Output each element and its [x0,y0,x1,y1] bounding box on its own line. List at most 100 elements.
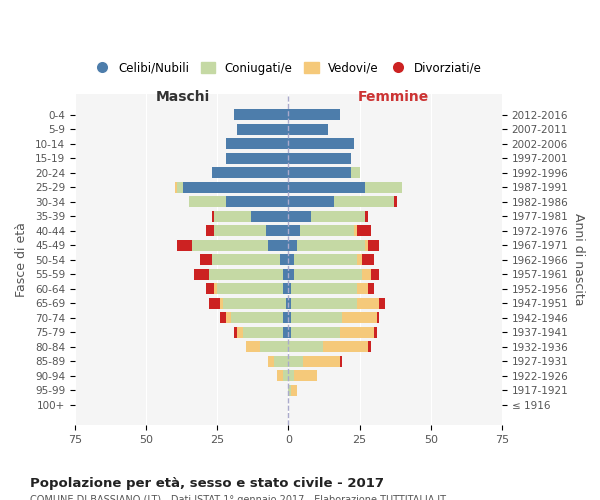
Bar [280,254,289,265]
Bar [289,370,294,381]
Bar [289,124,328,134]
Bar [260,342,289,352]
Bar [274,356,289,366]
Bar [220,312,226,323]
Bar [226,312,232,323]
Text: Femmine: Femmine [358,90,430,104]
Bar [183,182,289,192]
Bar [268,356,274,366]
Bar [217,284,283,294]
Legend: Celibi/Nubili, Coniugati/e, Vedovi/e, Divorziati/e: Celibi/Nubili, Coniugati/e, Vedovi/e, Di… [90,57,487,80]
Bar [289,138,354,149]
Bar [214,211,251,222]
Bar [365,182,402,192]
Bar [365,211,368,222]
Bar [291,298,357,308]
Text: Popolazione per età, sesso e stato civile - 2017: Popolazione per età, sesso e stato civil… [30,478,384,490]
Bar [283,327,289,338]
Bar [323,342,368,352]
Bar [334,196,394,207]
Bar [289,298,291,308]
Bar [251,211,289,222]
Bar [362,269,371,280]
Bar [289,327,291,338]
Bar [357,226,371,236]
Bar [212,211,214,222]
Bar [371,269,379,280]
Bar [283,312,289,323]
Bar [289,167,351,178]
Bar [351,167,359,178]
Bar [235,109,289,120]
Bar [220,298,223,308]
Bar [286,298,289,308]
Bar [206,284,214,294]
Bar [291,284,357,294]
Bar [191,240,268,250]
Bar [209,298,220,308]
Bar [357,284,368,294]
Bar [297,240,365,250]
Bar [189,196,226,207]
Bar [368,284,374,294]
Bar [232,312,283,323]
Bar [365,240,368,250]
Bar [226,138,289,149]
Bar [266,226,289,236]
Bar [368,240,379,250]
Bar [291,312,343,323]
Bar [289,109,340,120]
Bar [209,269,283,280]
Bar [289,196,334,207]
Bar [289,385,291,396]
Bar [289,182,365,192]
Bar [226,196,289,207]
Bar [223,298,286,308]
Y-axis label: Anni di nascita: Anni di nascita [572,214,585,306]
Bar [289,211,311,222]
Bar [340,356,343,366]
Bar [291,327,340,338]
Bar [374,327,377,338]
Bar [283,284,289,294]
Bar [289,254,294,265]
Bar [268,240,289,250]
Bar [294,370,317,381]
Bar [226,152,289,164]
Bar [178,240,191,250]
Bar [343,312,377,323]
Bar [289,284,291,294]
Bar [340,327,374,338]
Bar [206,226,214,236]
Bar [289,312,291,323]
Bar [354,226,357,236]
Bar [377,312,379,323]
Bar [178,182,183,192]
Bar [237,124,289,134]
Bar [289,152,351,164]
Bar [294,269,362,280]
Bar [289,226,300,236]
Y-axis label: Fasce di età: Fasce di età [15,222,28,297]
Bar [245,342,260,352]
Bar [394,196,397,207]
Bar [289,356,302,366]
Bar [212,167,289,178]
Bar [237,327,243,338]
Bar [235,327,237,338]
Bar [243,327,283,338]
Bar [194,269,209,280]
Bar [283,370,289,381]
Bar [283,269,289,280]
Bar [175,182,178,192]
Bar [277,370,283,381]
Bar [212,254,280,265]
Bar [379,298,385,308]
Bar [294,254,357,265]
Bar [200,254,212,265]
Text: COMUNE DI BASSIANO (LT) - Dati ISTAT 1° gennaio 2017 - Elaborazione TUTTITALIA.I: COMUNE DI BASSIANO (LT) - Dati ISTAT 1° … [30,495,446,500]
Bar [302,356,340,366]
Bar [289,342,323,352]
Bar [300,226,354,236]
Bar [362,254,374,265]
